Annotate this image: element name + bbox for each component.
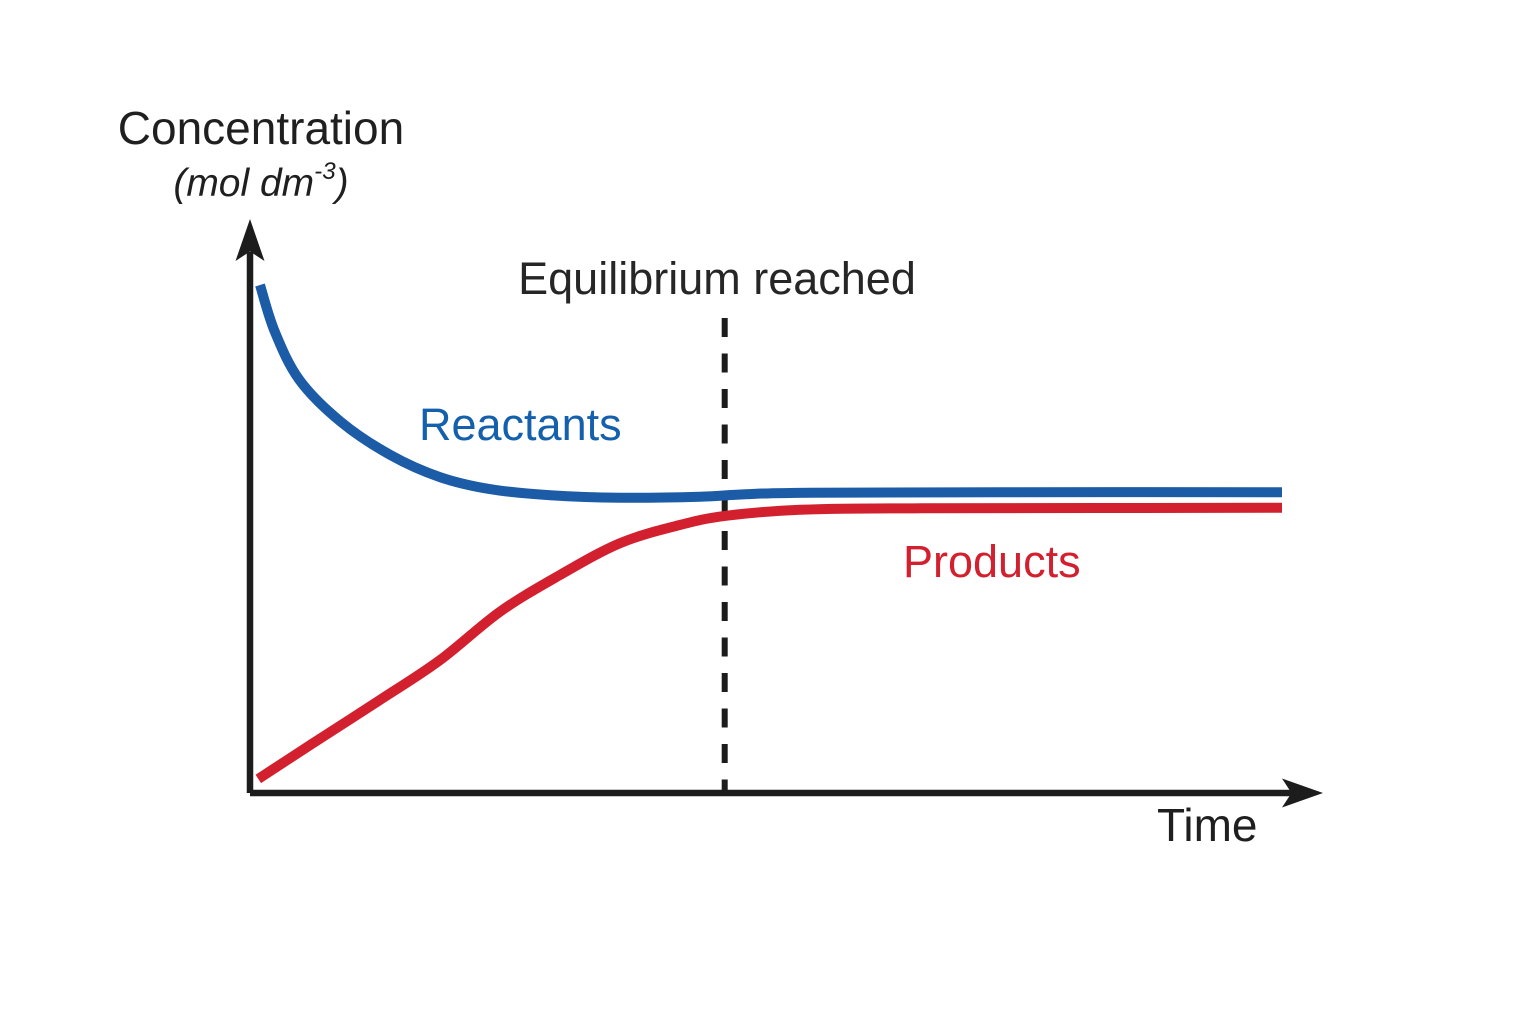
y-axis-unit: (mol dm-3) — [60, 160, 462, 205]
y-axis-arrow-icon — [235, 219, 265, 261]
x-axis-label: Time — [1157, 799, 1258, 851]
x-axis-arrow-icon — [1282, 778, 1323, 808]
y-axis-unit-superscript: -3 — [314, 158, 336, 186]
y-axis-unit-main: (mol dm — [173, 162, 315, 205]
y-axis-title: Concentration — [117, 102, 405, 154]
equilibrium-annotation: Equilibrium reached — [518, 253, 916, 304]
products-curve — [255, 502, 1283, 784]
products-series-label: Products — [903, 536, 1081, 587]
reactants-series-label: Reactants — [419, 399, 622, 450]
y-axis-unit-close: ) — [335, 162, 349, 205]
reactants-curve — [255, 283, 1283, 503]
